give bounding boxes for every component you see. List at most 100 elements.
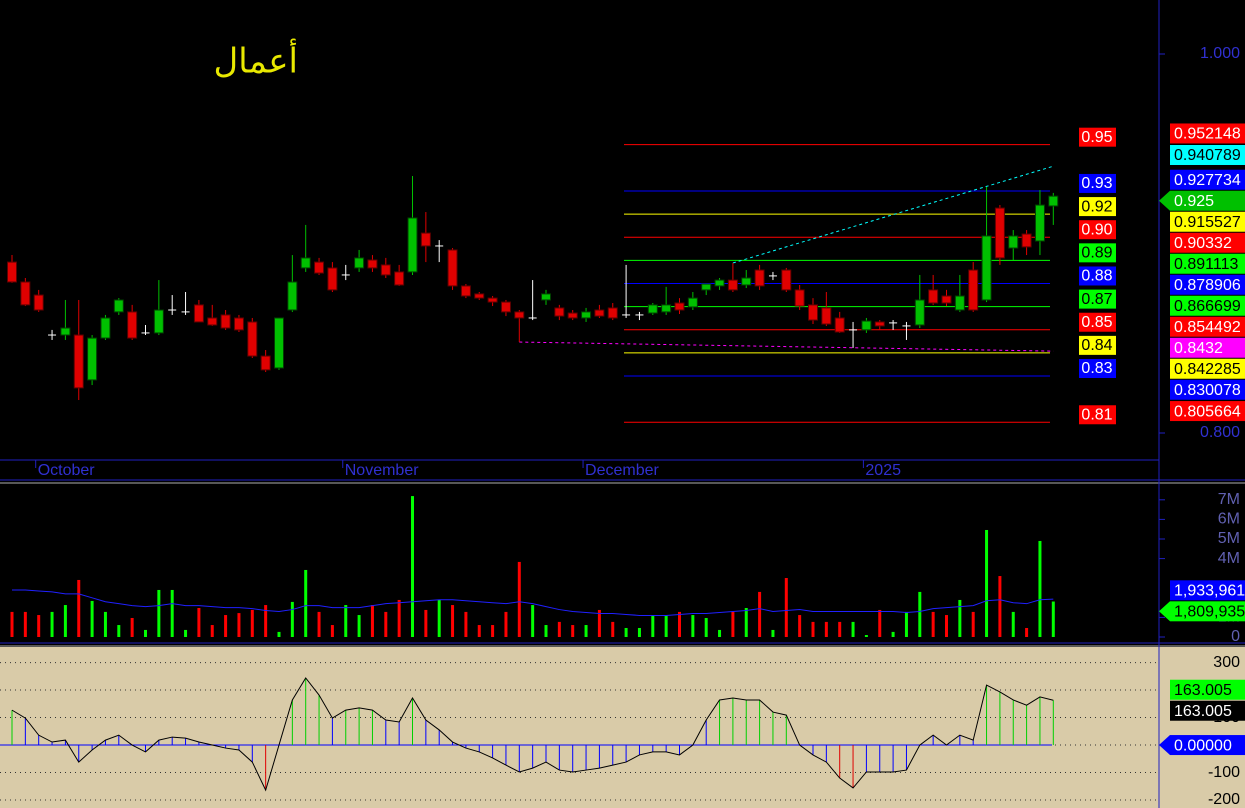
price-tag [1170, 735, 1245, 756]
y-tick-label: 1.000 [1200, 45, 1240, 62]
x-tick-label: October [38, 462, 96, 479]
level-box [1079, 335, 1116, 355]
level-box [1079, 173, 1116, 193]
volume-bar [945, 615, 948, 637]
price-tag-label: 1,809,935 [1174, 604, 1245, 621]
candle-body [714, 279, 725, 287]
volume-bar [758, 591, 762, 637]
trendline [519, 341, 1054, 352]
trendline [732, 165, 1054, 264]
candle-body [73, 334, 84, 389]
volume-bar [184, 629, 188, 637]
candle-body [541, 293, 551, 301]
level-box [1079, 243, 1116, 263]
candle-body [314, 261, 325, 274]
level-label: 0.84 [1081, 337, 1112, 354]
candle-body [914, 299, 925, 326]
volume-bar [597, 609, 601, 637]
level-label: 0.90 [1081, 221, 1112, 238]
tag-arrow [1159, 601, 1170, 622]
volume-bar [224, 615, 228, 637]
candle-body [327, 267, 338, 291]
volume-bar [23, 611, 27, 637]
level-box [1079, 220, 1116, 240]
level-label: 0.88 [1081, 268, 1112, 285]
candle-body [460, 285, 471, 297]
y-tick-label: -200 [1208, 791, 1240, 808]
candle-body [193, 304, 204, 323]
candle-body [113, 299, 124, 313]
level-label: 0.81 [1081, 406, 1112, 423]
y-tick-label: 4M [1218, 550, 1240, 567]
candle-body [514, 311, 525, 319]
candle-body [287, 281, 298, 311]
price-tag-label: 0.878906 [1174, 277, 1241, 294]
volume-bar [544, 625, 548, 637]
volume-bar [451, 605, 455, 637]
candle-body [394, 271, 405, 286]
volume-bar [811, 621, 815, 637]
volume-bar [571, 625, 575, 637]
candle-body [567, 312, 578, 319]
y-tick-label: 7M [1218, 491, 1240, 508]
level-label: 0.85 [1081, 314, 1112, 331]
tag-arrow [1159, 190, 1170, 211]
candle-body [994, 207, 1005, 259]
volume-bar [731, 611, 735, 637]
volume-bar [370, 605, 374, 637]
price-tag [1170, 211, 1245, 232]
candle-body [594, 309, 605, 317]
price-tag-label: 0.842285 [1174, 361, 1241, 378]
candle-body [20, 281, 31, 306]
candle-body [233, 317, 244, 331]
volume-bar [958, 599, 962, 637]
volume-bar [678, 611, 681, 637]
volume-bar [90, 600, 94, 637]
volume-bar [744, 607, 748, 637]
price-tag [1170, 169, 1245, 190]
candle-body [554, 307, 565, 317]
price-tag [1170, 679, 1245, 700]
price-tag [1170, 274, 1245, 295]
volume-bar [891, 631, 895, 637]
price-tag [1170, 253, 1245, 274]
candle-body [33, 294, 44, 311]
candle-body [87, 337, 98, 381]
price-tag-label: 0.866699 [1174, 298, 1241, 315]
volume-bar [771, 629, 775, 637]
volume-bar [344, 605, 348, 637]
volume-ma [12, 589, 1054, 616]
candle-body [300, 257, 311, 269]
volume-bar [277, 631, 281, 637]
price-tag-label: 0.927734 [1174, 172, 1241, 189]
volume-bar [531, 605, 535, 637]
candle-body [420, 232, 431, 247]
volume-bar [904, 611, 908, 637]
level-box [1079, 289, 1116, 309]
candle-body [968, 269, 979, 311]
volume-bar [330, 625, 334, 637]
volume-bar [157, 589, 161, 637]
candle-body [100, 317, 111, 339]
volume-bar [1011, 611, 1015, 637]
candle-body [954, 295, 965, 311]
candle-body [7, 261, 17, 283]
volume-bar [1038, 540, 1042, 637]
candle-body [781, 269, 792, 291]
level-box [1079, 197, 1116, 217]
candle-body [380, 264, 391, 276]
volume-bar [37, 615, 41, 637]
candle-body [821, 307, 832, 325]
volume-bar [998, 576, 1002, 637]
volume-bar [317, 611, 321, 637]
candle-body [354, 257, 365, 269]
level-box [1079, 405, 1116, 425]
price-tag-label: 0.8432 [1174, 340, 1223, 357]
oscillator-line [11, 677, 1054, 792]
volume-bar [130, 617, 134, 637]
volume-bar [304, 569, 308, 637]
price-tag-label: 0.00000 [1174, 737, 1232, 754]
volume-bar [985, 529, 989, 637]
level-label: 0.92 [1081, 198, 1112, 215]
level-label: 0.93 [1081, 175, 1112, 192]
